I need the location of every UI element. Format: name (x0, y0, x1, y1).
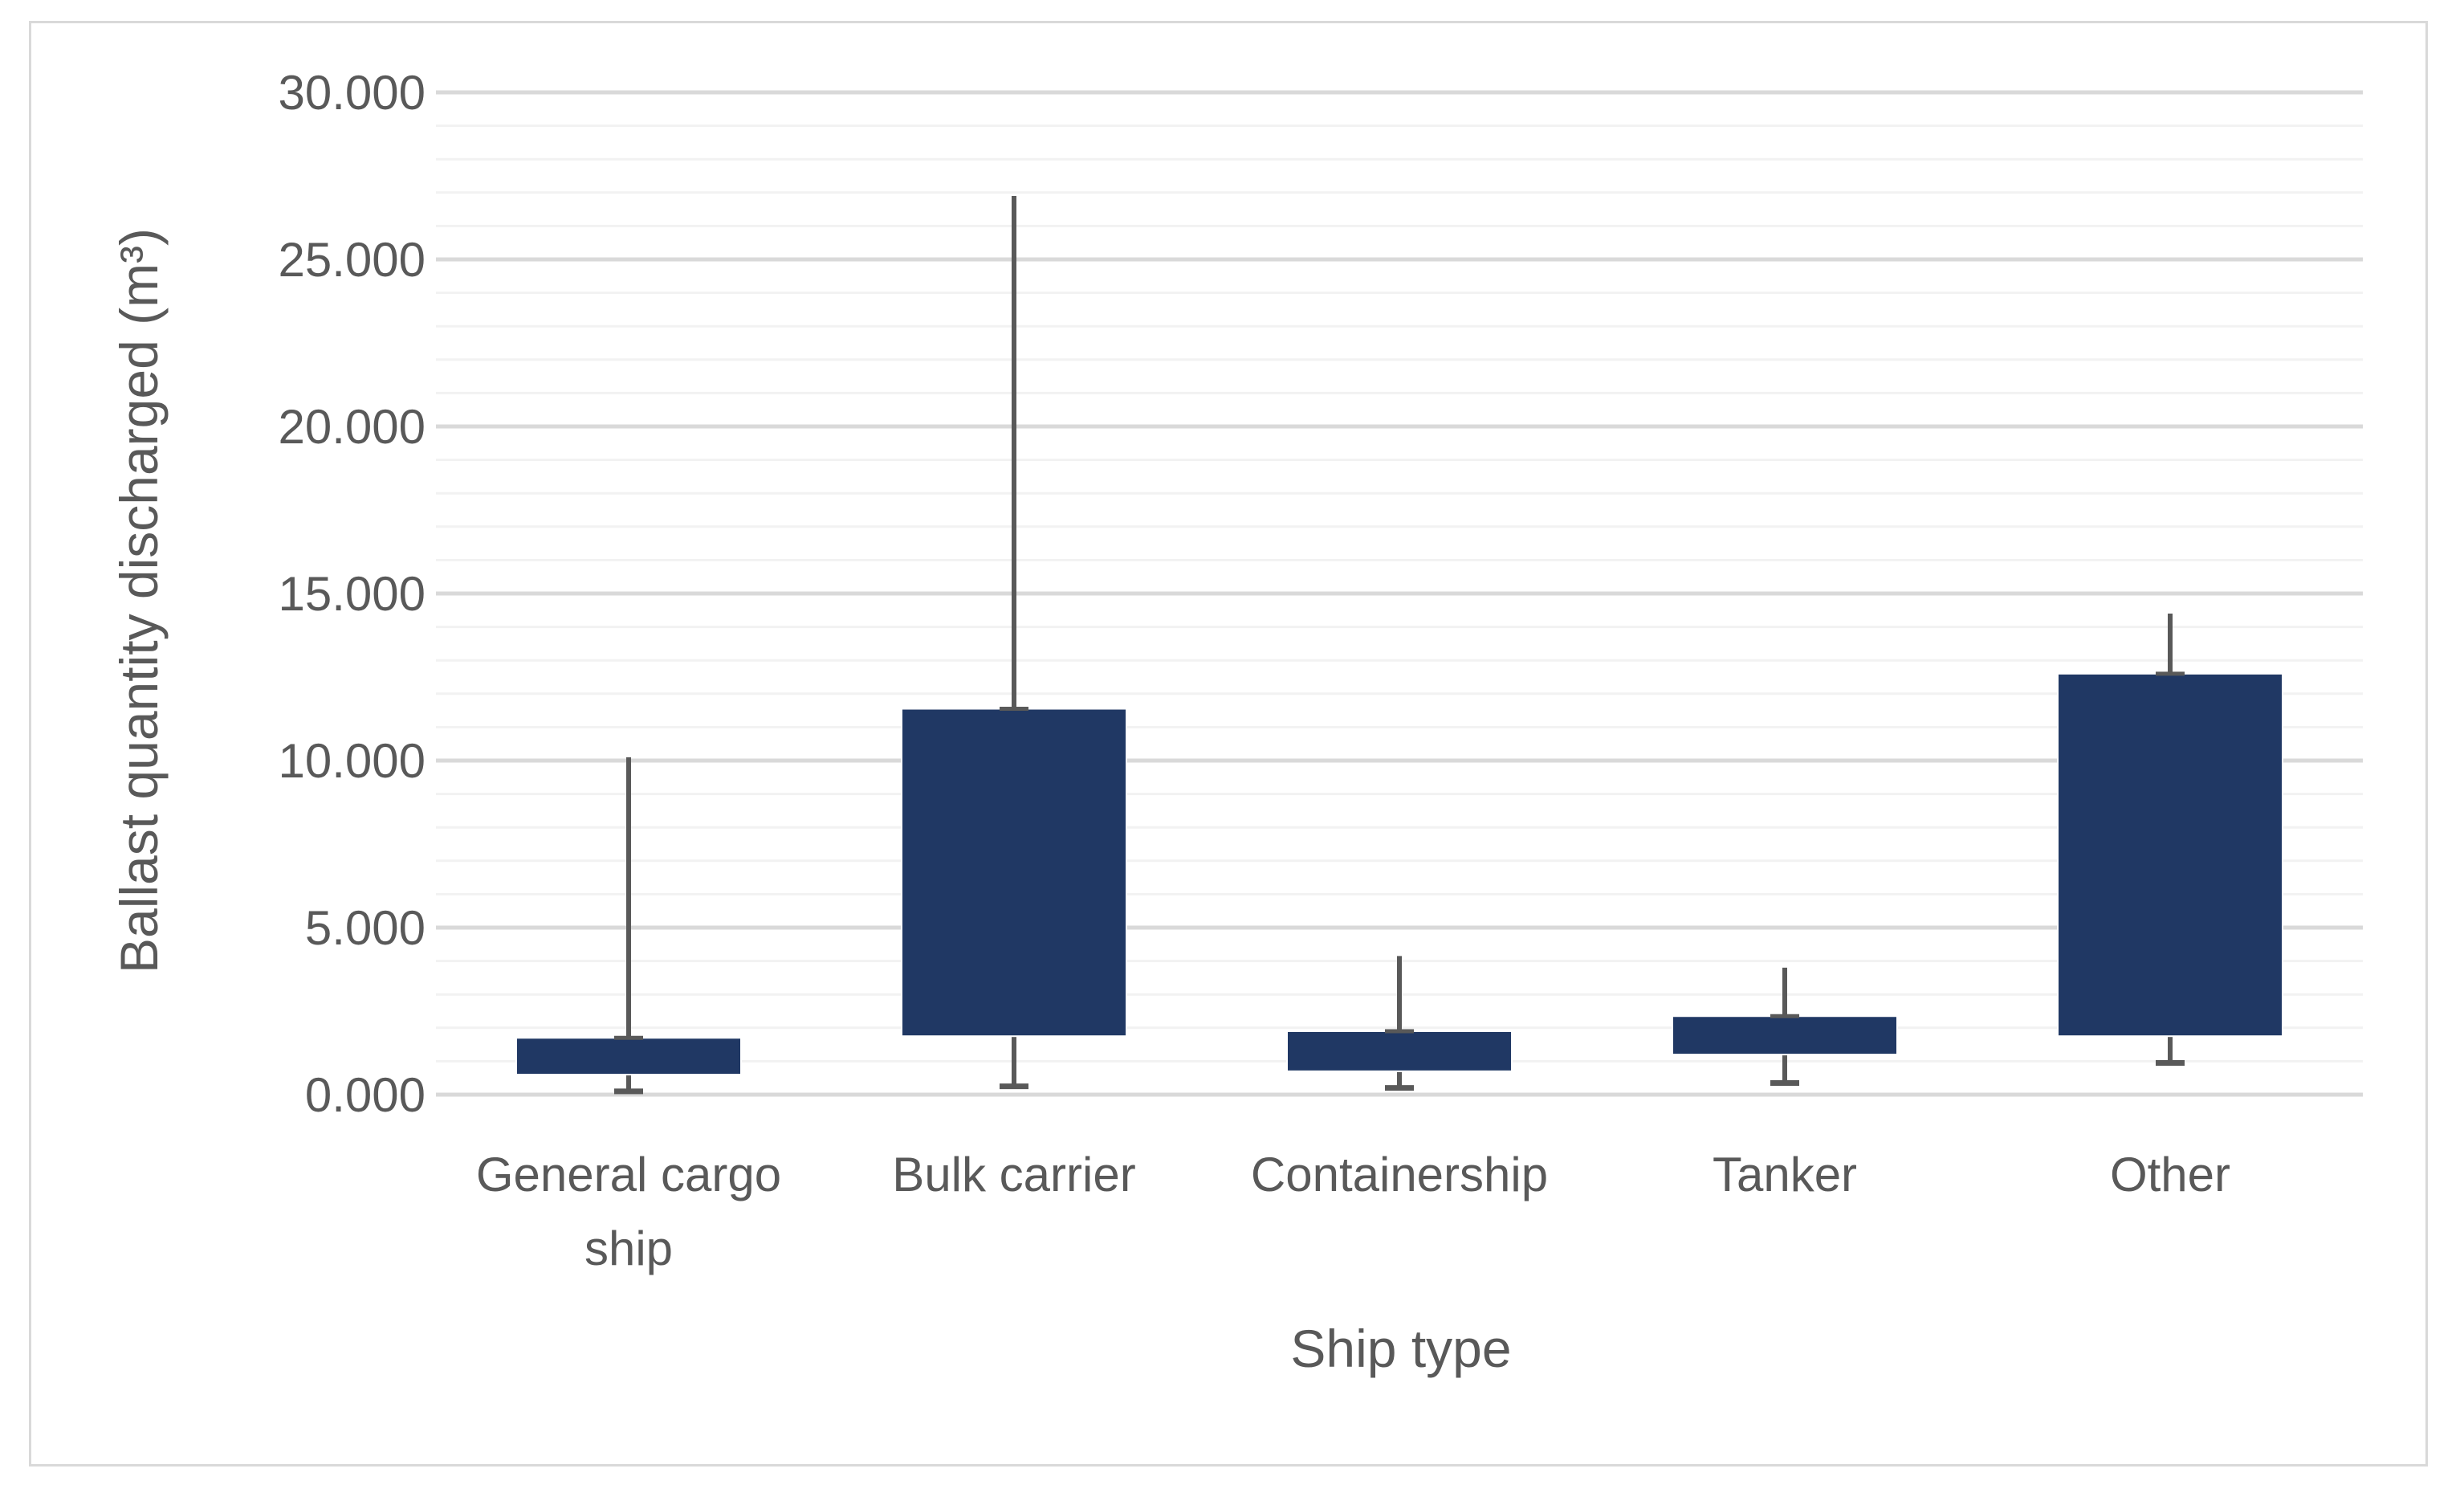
x-axis-title: Ship type (1290, 1319, 1511, 1378)
x-tick-label: General cargo (476, 1148, 781, 1201)
box-3 (1286, 956, 1513, 1091)
box-bar (1672, 1015, 1898, 1056)
box-bar (901, 708, 1127, 1038)
x-tick-label: ship (584, 1222, 673, 1275)
x-axis-category-labels: General cargo ship Bulk carrier Containersh… (476, 1148, 2230, 1275)
box-5 (2057, 613, 2283, 1066)
box-4 (1672, 967, 1898, 1086)
gridlines (436, 90, 2363, 1097)
boxes (515, 195, 2283, 1095)
box-1 (515, 757, 742, 1095)
x-tick-label: Other (2110, 1148, 2230, 1201)
box-bar (2057, 672, 2283, 1038)
y-tick-label: 5.000 (305, 901, 426, 955)
y-tick-label: 15.000 (278, 567, 426, 621)
y-tick-label: 0.000 (305, 1068, 426, 1122)
y-axis-title: Ballast quantity discharged (m³) (109, 228, 169, 973)
chart-frame (29, 21, 2428, 1466)
box-bar (515, 1037, 742, 1076)
box-bar (1286, 1030, 1513, 1072)
y-axis-ticks: 0.000 5.000 10.000 15.000 20.000 25.000 30.000 (278, 66, 426, 1122)
x-tick-label: Bulk carrier (892, 1148, 1135, 1201)
x-tick-label: Tanker (1713, 1148, 1857, 1201)
box-2 (901, 195, 1127, 1090)
x-tick-label: Containership (1251, 1148, 1548, 1201)
y-tick-label: 30.000 (278, 66, 426, 120)
y-tick-label: 10.000 (278, 734, 426, 788)
y-tick-label: 20.000 (278, 400, 426, 454)
y-tick-label: 25.000 (278, 233, 426, 287)
